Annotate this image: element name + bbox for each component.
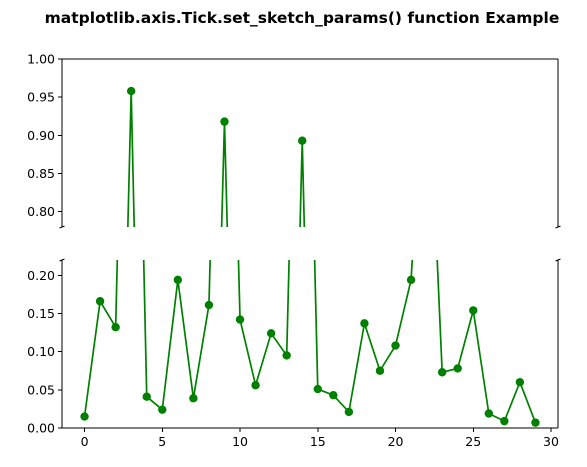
lower-data-point <box>313 384 322 394</box>
lower-data-point <box>95 297 105 306</box>
lower-data-point <box>469 306 478 315</box>
lower-y-tick-label: 0.00 <box>27 421 55 436</box>
upper-y-tick-label: 0.90 <box>27 128 55 143</box>
lower-data-point <box>251 381 260 390</box>
x-tick-label: 0 <box>81 434 89 449</box>
upper-data-point <box>220 117 229 126</box>
upper-y-tick-label: 0.80 <box>27 204 55 219</box>
lower-data-point <box>375 366 385 375</box>
lower-data-point <box>173 275 183 285</box>
lower-data-point <box>500 416 509 426</box>
upper-y-tick-label: 1.00 <box>27 52 55 67</box>
lower-data-point <box>142 392 151 401</box>
upper-axis-break-mark <box>555 225 561 229</box>
lower-axes: 0.00 0.05 0.10 0.15 0.20 0 5 10 15 20 25 30 <box>27 258 561 449</box>
lower-data-point <box>204 300 214 310</box>
x-tick-label: 30 <box>543 434 559 449</box>
lower-data-point <box>531 418 540 427</box>
x-tick-label: 10 <box>232 434 248 449</box>
lower-data-point <box>329 390 338 400</box>
upper-data-point <box>126 86 136 96</box>
lower-axis-break-mark <box>555 258 561 262</box>
lower-data-point <box>437 368 447 377</box>
lower-axis-break-mark <box>59 258 65 262</box>
lower-data-point <box>235 315 245 324</box>
chart-title: matplotlib.axis.Tick.set_sketch_params()… <box>45 9 560 27</box>
lower-y-tick-label: 0.20 <box>27 268 55 283</box>
upper-y-tick-label: 0.85 <box>27 166 55 181</box>
lower-data-point <box>266 329 276 338</box>
lower-data-point <box>189 394 198 403</box>
upper-axes: 0.80 0.85 0.90 0.95 1.00 <box>27 52 561 229</box>
lower-y-tick-label: 0.05 <box>27 382 55 397</box>
x-tick-label: 5 <box>158 434 166 449</box>
upper-y-tick-label: 0.95 <box>27 90 55 105</box>
lower-data-point <box>515 377 525 387</box>
lower-data-point <box>406 275 416 285</box>
lower-y-tick-label: 0.10 <box>27 344 55 359</box>
lower-data-point <box>391 341 400 350</box>
lower-data-point <box>282 351 291 360</box>
lower-data-point <box>453 364 462 373</box>
lower-data-point <box>158 405 167 414</box>
lower-data-point <box>80 412 89 421</box>
lower-y-tick-label: 0.15 <box>27 306 55 321</box>
x-tick-label: 15 <box>310 434 326 449</box>
upper-plot-area <box>126 86 307 227</box>
lower-data-point <box>344 407 354 417</box>
upper-data-point <box>298 136 307 145</box>
lower-data-point <box>484 409 494 418</box>
x-tick-label: 25 <box>465 434 481 449</box>
lower-data-point <box>360 319 369 328</box>
x-tick-label: 20 <box>388 434 404 449</box>
lower-plot-area <box>80 260 540 427</box>
lower-data-point <box>111 323 120 332</box>
upper-axis-break-mark <box>59 225 65 229</box>
